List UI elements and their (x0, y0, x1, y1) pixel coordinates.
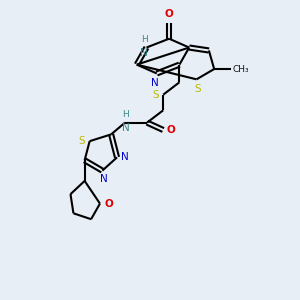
Text: H: H (122, 110, 129, 119)
Text: CH₃: CH₃ (232, 64, 249, 74)
Text: O: O (166, 125, 175, 135)
Text: N: N (140, 47, 148, 58)
Text: N: N (152, 78, 159, 88)
Text: N: N (122, 152, 129, 162)
Text: O: O (165, 9, 173, 19)
Text: N: N (122, 123, 129, 133)
Text: S: S (152, 90, 159, 100)
Text: S: S (79, 136, 85, 146)
Text: H: H (141, 35, 148, 44)
Text: S: S (195, 84, 201, 94)
Text: N: N (100, 174, 108, 184)
Text: O: O (104, 199, 113, 208)
